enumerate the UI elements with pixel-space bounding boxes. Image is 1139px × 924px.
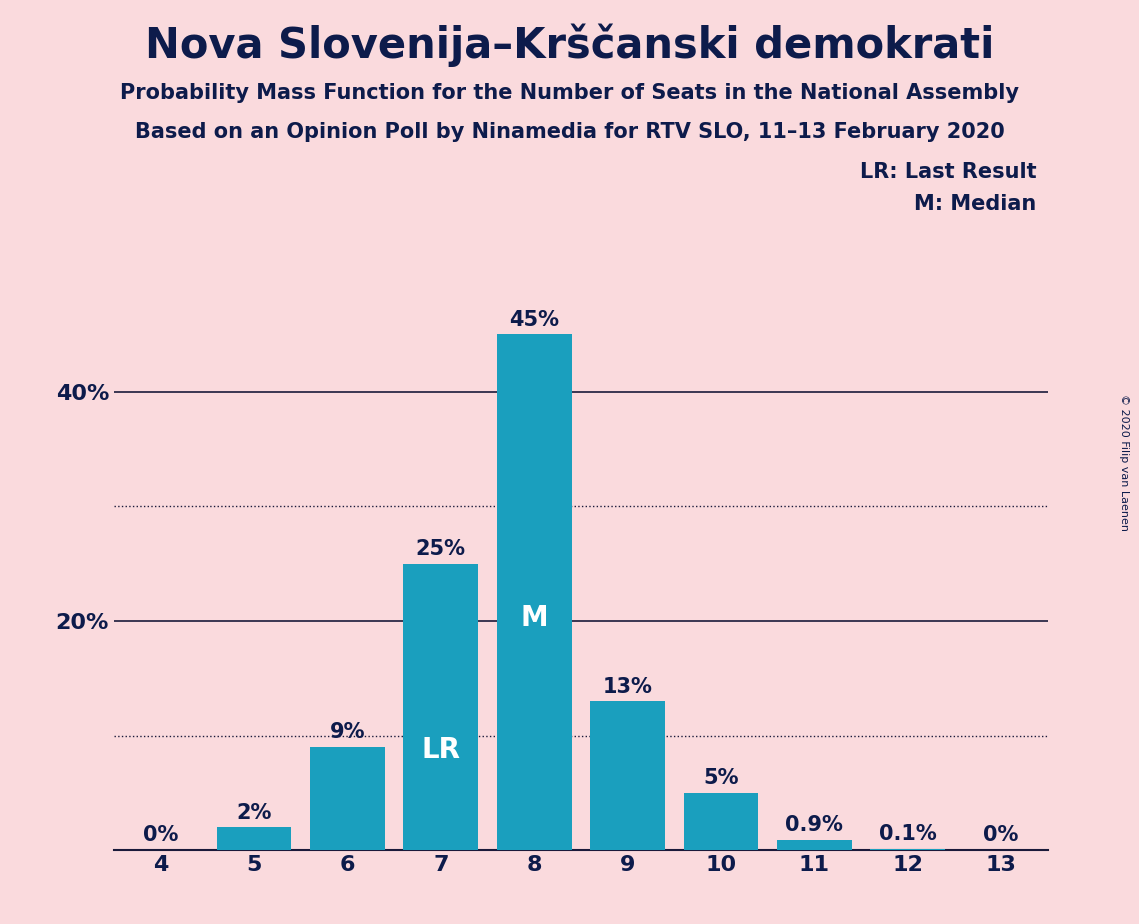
Bar <box>216 827 292 850</box>
Text: 45%: 45% <box>509 310 559 330</box>
Bar <box>683 793 759 850</box>
Bar <box>310 747 385 850</box>
Text: 0%: 0% <box>142 825 179 845</box>
Text: 0%: 0% <box>983 825 1019 845</box>
Text: LR: Last Result: LR: Last Result <box>860 162 1036 182</box>
Text: M: M <box>521 604 548 632</box>
Text: Probability Mass Function for the Number of Seats in the National Assembly: Probability Mass Function for the Number… <box>120 83 1019 103</box>
Text: 0.1%: 0.1% <box>879 824 936 845</box>
Bar <box>403 564 478 850</box>
Text: 0.9%: 0.9% <box>786 815 843 835</box>
Bar <box>590 701 665 850</box>
Text: 25%: 25% <box>416 539 466 559</box>
Bar <box>777 840 852 850</box>
Text: 13%: 13% <box>603 676 653 697</box>
Text: Based on an Opinion Poll by Ninamedia for RTV SLO, 11–13 February 2020: Based on an Opinion Poll by Ninamedia fo… <box>134 122 1005 142</box>
Text: © 2020 Filip van Laenen: © 2020 Filip van Laenen <box>1120 394 1129 530</box>
Text: M: Median: M: Median <box>915 194 1036 214</box>
Text: 5%: 5% <box>703 768 739 788</box>
Bar <box>497 334 572 850</box>
Text: LR: LR <box>421 736 460 764</box>
Text: 2%: 2% <box>236 803 272 822</box>
Text: Nova Slovenija–Krščanski demokrati: Nova Slovenija–Krščanski demokrati <box>145 23 994 67</box>
Bar <box>870 849 945 850</box>
Text: 9%: 9% <box>329 723 366 742</box>
